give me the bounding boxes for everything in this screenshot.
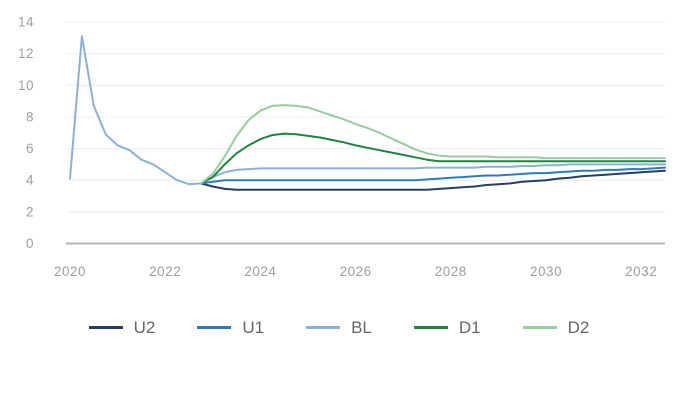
x-tick-label: 2030 xyxy=(530,264,562,279)
x-tick-label: 2032 xyxy=(625,264,657,279)
x-tick-label: 2020 xyxy=(54,264,86,279)
x-tick-label: 2022 xyxy=(149,264,181,279)
legend-swatch-d1 xyxy=(413,326,448,329)
line-chart: 0 2 4 6 8 10 12 14 2020 2022 2024 2026 2028 2030 2032 xyxy=(18,15,666,279)
legend-item-bl[interactable]: BL xyxy=(306,319,372,336)
gridlines xyxy=(66,21,665,245)
series-line-d2 xyxy=(199,104,666,185)
y-tick-label: 8 xyxy=(26,109,34,124)
y-tick-label: 0 xyxy=(26,236,34,251)
series-line-d1 xyxy=(199,132,666,185)
y-tick-label: 6 xyxy=(26,141,34,156)
legend-swatch-u1 xyxy=(197,326,232,329)
legend-item-d1[interactable]: D1 xyxy=(413,318,481,337)
legend-swatch-bl xyxy=(306,326,341,329)
x-axis-labels: 2020 2022 2024 2026 2028 2030 2032 xyxy=(54,264,657,279)
series-line-u2 xyxy=(199,169,666,191)
y-tick-label: 12 xyxy=(18,46,34,61)
y-axis-labels: 0 2 4 6 8 10 12 14 xyxy=(18,15,34,251)
legend-swatch-u2 xyxy=(88,326,123,329)
legend-item-u2[interactable]: U2 xyxy=(88,318,156,337)
legend-label: BL xyxy=(351,318,372,337)
legend-item-u1[interactable]: U1 xyxy=(197,319,264,336)
x-tick-label: 2026 xyxy=(340,264,372,279)
legend-label: D1 xyxy=(458,318,481,337)
y-tick-label: 2 xyxy=(26,204,34,219)
x-tick-label: 2024 xyxy=(244,264,276,279)
y-tick-label: 10 xyxy=(18,78,34,93)
series-lines xyxy=(69,35,666,191)
chart-legend: U2 U1 BL D1 D2 xyxy=(0,319,678,336)
legend-label: U1 xyxy=(242,318,265,337)
legend-label: D2 xyxy=(567,318,590,337)
legend-swatch-d2 xyxy=(522,326,557,329)
series-line-bl xyxy=(69,35,666,186)
legend-label: U2 xyxy=(133,318,156,337)
y-tick-label: 4 xyxy=(26,173,34,188)
legend-item-d2[interactable]: D2 xyxy=(522,318,590,337)
y-tick-label: 14 xyxy=(18,15,34,30)
x-tick-label: 2028 xyxy=(435,264,467,279)
series-line-u1 xyxy=(199,166,666,185)
